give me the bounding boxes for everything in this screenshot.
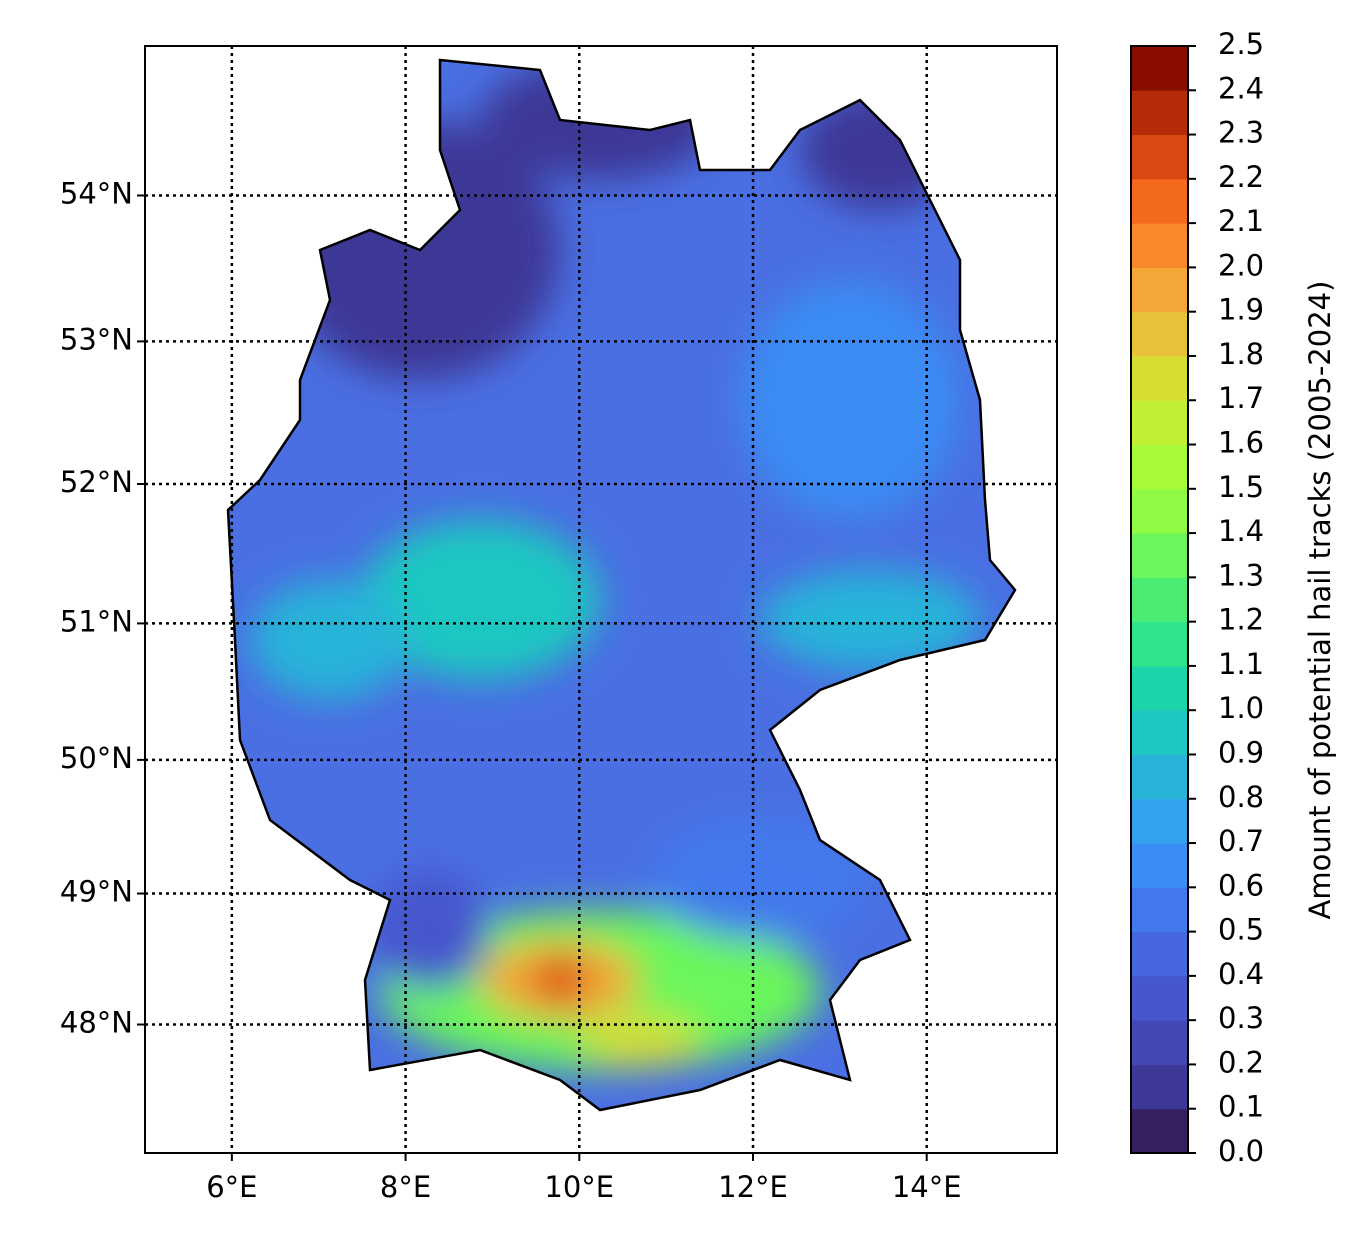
- colorbar-tick-label: 2.3: [1218, 116, 1264, 150]
- colorbar-segment: [1131, 931, 1188, 977]
- country-border: [226, 58, 1017, 1112]
- colorbar-segment: [1131, 1064, 1188, 1110]
- colorbar-segment: [1131, 798, 1188, 844]
- colorbar-segment: [1131, 134, 1188, 180]
- colorbar: 0.0 0.1 0.2 0.3 0.4 0.5 0.6 0.7 0.8 0.9 1.0 1.1 1.2 1…: [1130, 27, 1264, 1168]
- hail-field: [228, 60, 1015, 1110]
- colorbar-tick-label: 1.4: [1218, 514, 1264, 548]
- map-frame: [144, 45, 1058, 1154]
- colorbar-tick-label: 0.3: [1218, 1001, 1264, 1035]
- y-tick-label: 54°N: [60, 176, 133, 210]
- x-tick-label: 14°E: [892, 1170, 962, 1204]
- y-tick-label: 51°N: [60, 604, 133, 638]
- y-tick-label: 50°N: [60, 741, 133, 775]
- colorbar-segment: [1131, 754, 1188, 800]
- y-tick-label: 49°N: [60, 875, 133, 909]
- colorbar-segment: [1131, 311, 1188, 357]
- colorbar-tick-label: 1.2: [1218, 603, 1264, 637]
- colorbar-segment: [1131, 975, 1188, 1021]
- colorbar-tick-label: 1.8: [1218, 337, 1264, 371]
- colorbar-segment: [1131, 887, 1188, 933]
- colorbar-tick-label: 0.5: [1218, 913, 1264, 947]
- colorbar-segment: [1131, 577, 1188, 623]
- colorbar-tick-label: 1.7: [1218, 381, 1264, 415]
- colorbar-tick-label: 0.7: [1218, 824, 1264, 858]
- colorbar-segment: [1131, 267, 1188, 313]
- colorbar-tick-label: 2.1: [1218, 204, 1264, 238]
- colorbar-frame: [1130, 45, 1189, 1154]
- colorbar-tick-label: 0.4: [1218, 957, 1264, 991]
- colorbar-segment: [1131, 444, 1188, 490]
- x-tick-label: 6°E: [206, 1170, 257, 1204]
- colorbar-tick-label: 0.9: [1218, 735, 1264, 769]
- colorbar-segment: [1131, 223, 1188, 268]
- colorbar-tick-label: 1.0: [1218, 691, 1264, 725]
- colorbar-tick-label: 0.0: [1218, 1134, 1264, 1168]
- y-tick-label: 48°N: [60, 1006, 133, 1040]
- colorbar-segment: [1131, 90, 1188, 136]
- colorbar-segment: [1131, 710, 1188, 755]
- colorbar-segment: [1131, 621, 1188, 667]
- colorbar-segment: [1131, 46, 1188, 91]
- colorbar-tick-label: 0.8: [1218, 780, 1264, 814]
- y-tick-label: 53°N: [60, 322, 133, 356]
- colorbar-segment: [1131, 488, 1188, 534]
- colorbar-tick-label: 0.6: [1218, 868, 1264, 902]
- colorbar-label: Amount of potential hail tracks (2005-20…: [1303, 281, 1337, 920]
- colorbar-tick-label: 2.4: [1218, 71, 1264, 105]
- x-tick-label: 8°E: [380, 1170, 431, 1204]
- x-tick-label: 10°E: [544, 1170, 614, 1204]
- colorbar-tick-label: 0.2: [1218, 1045, 1264, 1079]
- colorbar-segment: [1131, 178, 1188, 224]
- colorbar-tick-label: 2.5: [1218, 27, 1264, 61]
- colorbar-segment: [1131, 843, 1188, 888]
- colorbar-segment: [1131, 533, 1188, 578]
- colorbar-tick-label: 1.5: [1218, 470, 1264, 504]
- colorbar-segment: [1131, 1108, 1188, 1154]
- colorbar-segment: [1131, 400, 1188, 446]
- x-tick-label: 12°E: [718, 1170, 788, 1204]
- colorbar-tick-label: 1.3: [1218, 558, 1264, 592]
- y-tick-label: 52°N: [60, 465, 133, 499]
- colorbar-tick-label: 2.2: [1218, 160, 1264, 194]
- colorbar-tick-label: 1.9: [1218, 293, 1264, 327]
- colorbar-segment: [1131, 1020, 1188, 1065]
- colorbar-tick-label: 1.6: [1218, 426, 1264, 460]
- colorbar-tick-label: 2.0: [1218, 248, 1264, 282]
- graticule: [137, 46, 1057, 1161]
- colorbar-segment: [1131, 355, 1188, 401]
- colorbar-tick-label: 0.1: [1218, 1090, 1264, 1124]
- colorbar-tick-label: 1.1: [1218, 647, 1264, 681]
- colorbar-segment: [1131, 665, 1188, 711]
